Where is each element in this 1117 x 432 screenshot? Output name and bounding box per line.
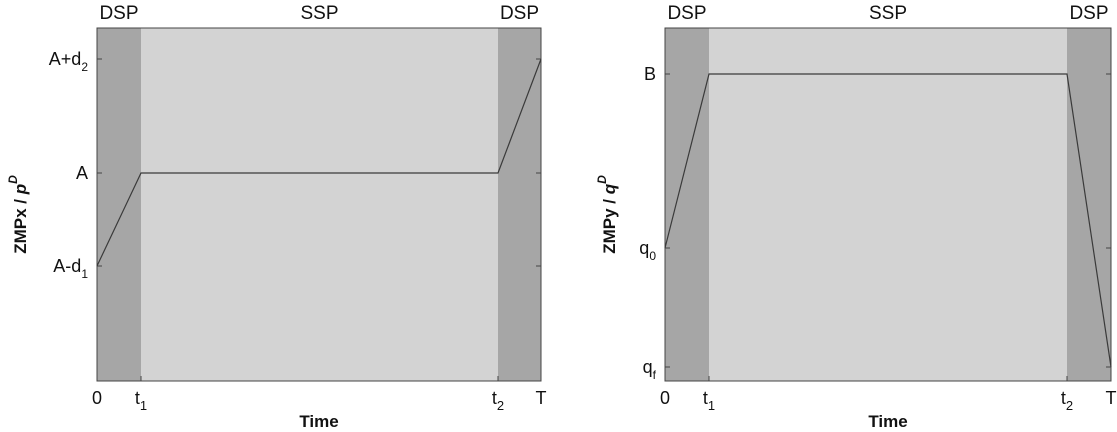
plot-frame <box>664 27 1112 382</box>
x-tick-label: t2 <box>492 388 504 413</box>
x-tick-label: t1 <box>135 388 147 413</box>
y-axis-title: ZMPy / qD <box>595 175 619 254</box>
x-tick-label: 0 <box>660 388 670 408</box>
phase-label-ssp-2: SSP <box>869 3 907 24</box>
chart-panel-1: DSP SSP DSP A+d2 A A-d1 0 t1 t2 T Time ZMPx / pD <box>6 3 547 431</box>
phase-band-dsp-1 <box>665 28 709 381</box>
y-tick-label: q0 <box>639 238 656 263</box>
phase-label-dsp-3: DSP <box>1069 3 1108 24</box>
series-line-1 <box>664 73 1112 368</box>
plot-frame <box>96 27 542 382</box>
x-tick-label: T <box>536 388 547 408</box>
phase-label-ssp-2: SSP <box>300 3 338 24</box>
x-axis-title: Time <box>868 412 907 431</box>
phase-band-dsp-3 <box>498 28 541 381</box>
phase-label-dsp-3: DSP <box>500 3 539 24</box>
y-tick-label: A-d1 <box>53 256 88 281</box>
phase-band-ssp-2 <box>709 28 1067 381</box>
phase-label-dsp-1: DSP <box>667 3 706 24</box>
x-tick-label: t1 <box>703 388 715 413</box>
y-tick-label: B <box>644 64 656 84</box>
x-tick-label: 0 <box>92 388 102 408</box>
x-axis-title: Time <box>299 412 338 431</box>
phase-band-ssp-2 <box>141 28 498 381</box>
x-tick-label: T <box>1106 388 1117 408</box>
series-line-1 <box>96 58 542 267</box>
x-tick-label: t2 <box>1061 388 1073 413</box>
phase-label-dsp-1: DSP <box>99 3 138 24</box>
y-tick-label: qf <box>643 357 657 382</box>
chart-panel-2: DSP SSP DSP Bq0 qf0 t1 t2 T Time ZMPy / qD <box>595 3 1117 431</box>
y-tick-label: A <box>76 163 88 183</box>
y-tick-label: A+d2 <box>49 49 89 74</box>
phase-band-dsp-3 <box>1067 28 1111 381</box>
phase-band-dsp-1 <box>97 28 141 381</box>
y-axis-title: ZMPx / pD <box>6 175 30 254</box>
